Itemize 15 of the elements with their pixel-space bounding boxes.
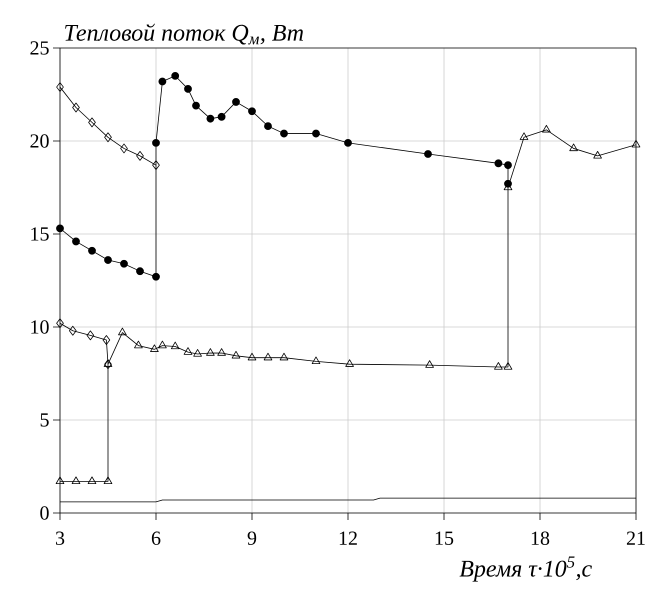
y-tick-label: 20 <box>30 134 49 148</box>
y-tick-label: 25 <box>30 41 49 55</box>
y-axis-title: Тепловой поток Q$_{м}$, Вт <box>65 24 304 44</box>
x-tick-label: 18 <box>532 532 550 545</box>
y-tick-label: 0 <box>40 506 49 520</box>
x-tick-label: 3 <box>56 532 64 545</box>
x-tick-label: 21 <box>626 532 645 545</box>
x-tick-label: 15 <box>436 532 454 545</box>
y-tick-label: 10 <box>31 320 49 334</box>
x-axis-title: Время τ·10$^{5}$,с <box>460 556 592 582</box>
y-tick-label: 5 <box>40 413 49 427</box>
x-tick-label: 6 <box>152 532 160 545</box>
x-tick-label: 9 <box>248 532 256 545</box>
x-tick-label: 12 <box>340 532 357 545</box>
y-tick-label: 15 <box>31 227 49 241</box>
